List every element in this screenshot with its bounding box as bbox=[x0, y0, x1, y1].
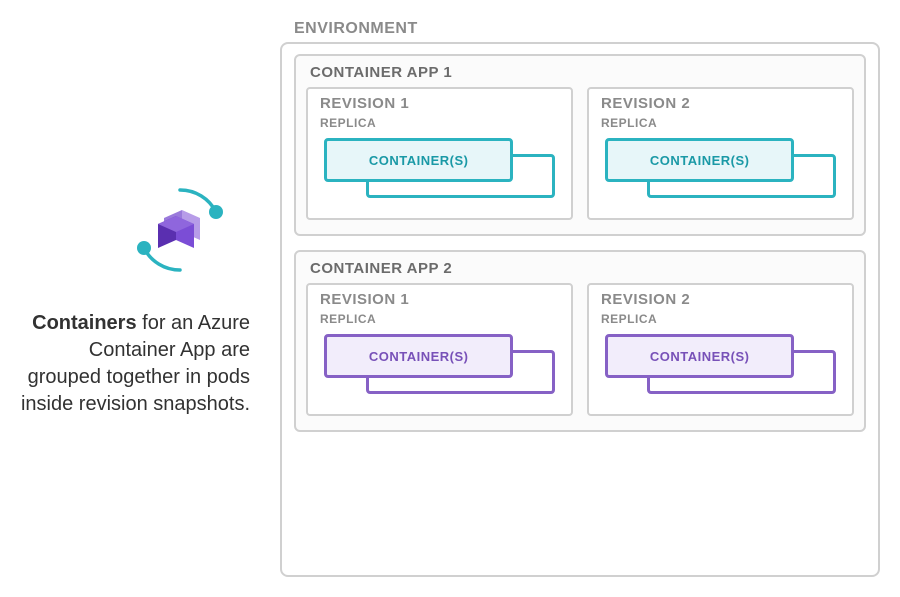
app-2-revision-1: REVISION 1 REPLICA CONTAINER(S) bbox=[306, 283, 573, 416]
app-2-label: CONTAINER APP 2 bbox=[310, 260, 854, 277]
container-app-1: CONTAINER APP 1 REVISION 1 REPLICA CONTA… bbox=[294, 54, 866, 236]
container-card-front: CONTAINER(S) bbox=[324, 334, 513, 378]
container-card-front: CONTAINER(S) bbox=[605, 334, 794, 378]
app-1-revision-1: REVISION 1 REPLICA CONTAINER(S) bbox=[306, 87, 573, 220]
revision-label: REVISION 2 bbox=[601, 95, 842, 112]
container-stack: CONTAINER(S) bbox=[605, 334, 836, 394]
app-1-revisions: REVISION 1 REPLICA CONTAINER(S) REVISION… bbox=[306, 87, 854, 220]
description-panel: Containers for an Azure Container App ar… bbox=[0, 180, 280, 418]
replica-label: REPLICA bbox=[320, 312, 561, 326]
container-app-2: CONTAINER APP 2 REVISION 1 REPLICA CONTA… bbox=[294, 250, 866, 432]
diagram-panel: ENVIRONMENT CONTAINER APP 1 REVISION 1 R… bbox=[280, 0, 900, 597]
revision-label: REVISION 1 bbox=[320, 95, 561, 112]
app-2-revision-2: REVISION 2 REPLICA CONTAINER(S) bbox=[587, 283, 854, 416]
replica-label: REPLICA bbox=[320, 116, 561, 130]
app-1-revision-2: REVISION 2 REPLICA CONTAINER(S) bbox=[587, 87, 854, 220]
container-stack: CONTAINER(S) bbox=[324, 334, 555, 394]
container-stack: CONTAINER(S) bbox=[605, 138, 836, 198]
revision-label: REVISION 2 bbox=[601, 291, 842, 308]
container-card-front: CONTAINER(S) bbox=[605, 138, 794, 182]
replica-label: REPLICA bbox=[601, 312, 842, 326]
replica-label: REPLICA bbox=[601, 116, 842, 130]
app-2-revisions: REVISION 1 REPLICA CONTAINER(S) REVISION… bbox=[306, 283, 854, 416]
app-1-label: CONTAINER APP 1 bbox=[310, 64, 854, 81]
description-text: Containers for an Azure Container App ar… bbox=[20, 310, 250, 418]
container-stack: CONTAINER(S) bbox=[324, 138, 555, 198]
container-apps-icon bbox=[130, 180, 230, 280]
environment-box: CONTAINER APP 1 REVISION 1 REPLICA CONTA… bbox=[280, 42, 880, 577]
environment-label: ENVIRONMENT bbox=[294, 20, 880, 38]
container-card-front: CONTAINER(S) bbox=[324, 138, 513, 182]
description-bold: Containers bbox=[32, 312, 136, 334]
revision-label: REVISION 1 bbox=[320, 291, 561, 308]
